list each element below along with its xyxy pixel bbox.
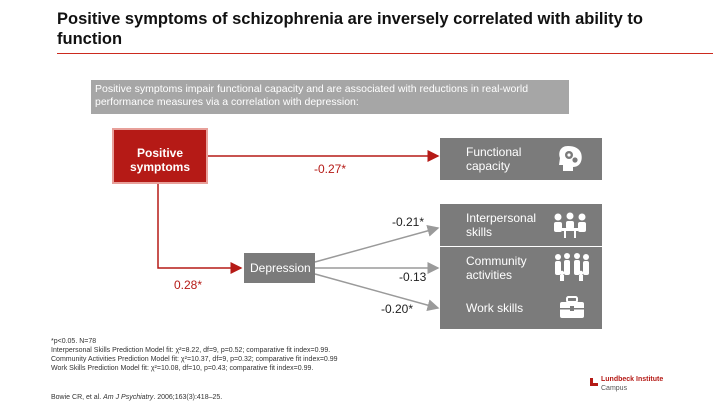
- logo-name: Lundbeck Institute: [601, 376, 664, 383]
- footnote-line: Interpersonal Skills Prediction Model fi…: [51, 347, 331, 354]
- coef-pos-to-depression: 0.28*: [174, 278, 203, 292]
- node-interpersonal-label: Interpersonal skills: [466, 211, 537, 239]
- node-functional-label: Functional capacity: [466, 145, 522, 173]
- footnote-line: Work Skills Prediction Model fit: χ²=10.…: [51, 365, 314, 372]
- node-community-label: Community activities: [466, 254, 527, 282]
- arrow-depr-to-interpersonal: [314, 225, 440, 263]
- title-divider: [57, 53, 713, 54]
- footnote-line: *p<0.05. N=78: [51, 338, 97, 345]
- people-meeting-icon: [554, 212, 586, 238]
- coef-pos-to-functional: -0.27*: [314, 162, 347, 176]
- intro-box: Positive symptoms impair functional capa…: [91, 80, 569, 114]
- coef-depr-to-interpersonal: -0.21*: [392, 215, 425, 229]
- coef-depr-to-work: -0.20*: [381, 302, 414, 316]
- node-work-label: Work skills: [466, 301, 524, 315]
- arrow-depr-to-work: [314, 273, 440, 311]
- lundbeck-logo-icon: [590, 378, 598, 386]
- logo-sub: Campus: [601, 385, 628, 392]
- footnotes: *p<0.05. N=78 Interpersonal Skills Predi…: [51, 337, 338, 373]
- page-title: Positive symptoms of schizophrenia are i…: [57, 10, 643, 48]
- group-people-icon: [555, 253, 589, 281]
- briefcase-icon: [560, 296, 584, 318]
- node-interpersonal-skills: Interpersonal skills: [440, 204, 602, 246]
- arrow-pos-to-depression: [157, 184, 243, 274]
- reference-details: . 2006;163(3):418–25.: [153, 394, 223, 401]
- reference-authors: Bowie CR, et al.: [51, 394, 102, 401]
- node-positive-symptoms: Positive symptoms: [112, 128, 208, 184]
- node-depression: Depression: [244, 253, 315, 283]
- coef-depr-to-community: -0.13: [399, 270, 427, 284]
- footnote-line: Community Activities Prediction Model fi…: [51, 356, 338, 363]
- reference: Bowie CR, et al. Am J Psychiatry. 2006;1…: [51, 394, 222, 401]
- reference-journal: Am J Psychiatry: [103, 394, 154, 401]
- head-gears-icon: [559, 146, 582, 171]
